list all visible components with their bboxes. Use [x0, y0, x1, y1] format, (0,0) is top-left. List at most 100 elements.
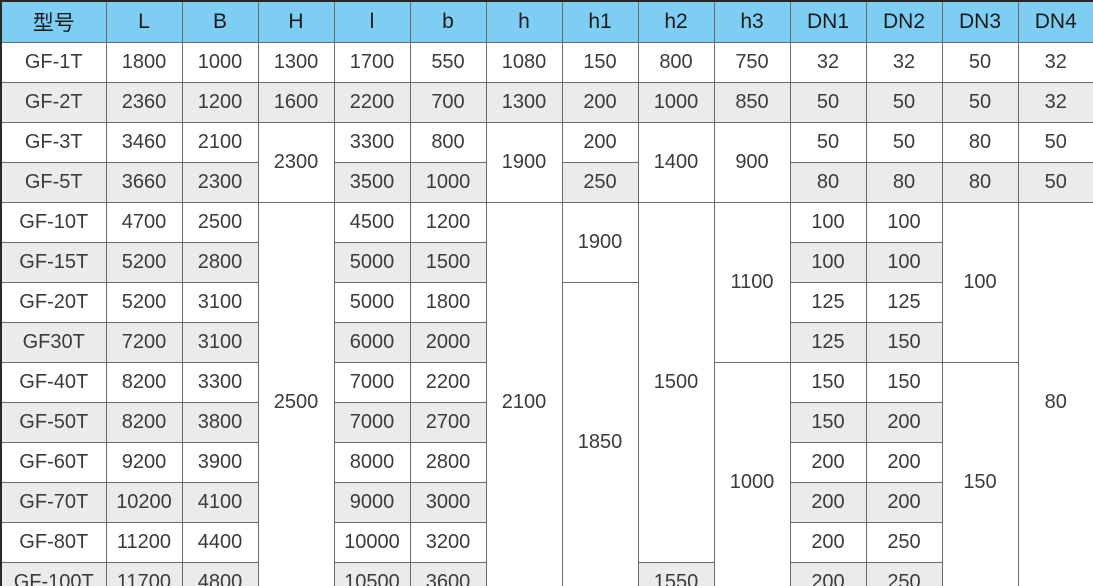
value-cell: 2500 — [181, 202, 259, 243]
value-cell: 8000 — [333, 442, 411, 483]
value-cell: 1550 — [637, 562, 715, 586]
value-cell: 4500 — [333, 202, 411, 243]
value-cell: 5000 — [333, 282, 411, 323]
value-cell: 10500 — [333, 562, 411, 586]
value-cell: 150 — [561, 42, 639, 83]
value-cell: 1080 — [485, 42, 563, 83]
value-cell: 1500 — [409, 242, 487, 283]
value-cell: 50 — [865, 82, 943, 123]
model-cell: GF-100T — [0, 562, 107, 586]
value-cell: 4400 — [181, 522, 259, 563]
model-cell: GF-5T — [0, 162, 107, 203]
value-cell: 2200 — [409, 362, 487, 403]
model-cell: GF-60T — [0, 442, 107, 483]
column-header: H — [257, 0, 335, 43]
value-cell: 4800 — [181, 562, 259, 586]
column-header: h3 — [713, 0, 791, 43]
table-row: GF-3T 3460 2100 2300 3300 800 1900 200 1400 900 50… — [0, 122, 1093, 203]
value-cell: 3600 — [409, 562, 487, 586]
value-cell: 150 — [789, 362, 867, 403]
value-cell: 11700 — [105, 562, 183, 586]
value-cell: 125 — [865, 282, 943, 323]
table-row: GF-10T 4700 2500 2500 4500 1200 2100 1900 1500 11… — [0, 202, 1093, 586]
value-cell: 750 — [713, 42, 791, 83]
value-cell: 200 — [789, 442, 867, 483]
column-header: h — [485, 0, 563, 43]
value-cell: 4700 — [105, 202, 183, 243]
value-cell: 1800 — [409, 282, 487, 323]
column-header: h2 — [637, 0, 715, 43]
value-cell: 1000 — [713, 362, 791, 586]
column-header: B — [181, 0, 259, 43]
table-row: GF-5T 3660 2300 3500 1000 250 80 80 80 50 — [0, 162, 1093, 203]
value-cell: 10000 — [333, 522, 411, 563]
value-cell: 3800 — [181, 402, 259, 443]
value-cell: 1700 — [333, 42, 411, 83]
value-cell: 2100 — [485, 202, 563, 586]
model-cell: GF-10T — [0, 202, 107, 243]
value-cell: 1600 — [257, 82, 335, 123]
value-cell: 80 — [941, 162, 1019, 203]
value-cell: 1400 — [637, 122, 715, 203]
model-cell: GF-50T — [0, 402, 107, 443]
value-cell: 125 — [789, 282, 867, 323]
value-cell: 1850 — [561, 282, 639, 586]
value-cell: 250 — [865, 522, 943, 563]
value-cell: 150 — [941, 362, 1019, 586]
value-cell: 250 — [865, 562, 943, 586]
value-cell: 3300 — [181, 362, 259, 403]
value-cell: 200 — [789, 562, 867, 586]
value-cell: 2800 — [409, 442, 487, 483]
value-cell: 7000 — [333, 402, 411, 443]
column-header: 型号 — [0, 0, 107, 43]
value-cell: 800 — [637, 42, 715, 83]
value-cell: 7000 — [333, 362, 411, 403]
value-cell: 4100 — [181, 482, 259, 523]
value-cell: 50 — [941, 42, 1019, 83]
column-header: b — [409, 0, 487, 43]
value-cell: 2500 — [257, 202, 335, 586]
value-cell: 900 — [713, 122, 791, 203]
table-row: GF-60T 9200 3900 8000 2800 200 200 — [0, 442, 1093, 483]
value-cell: 11200 — [105, 522, 183, 563]
value-cell: 850 — [713, 82, 791, 123]
table-row: GF-70T 10200 4100 9000 3000 200 200 — [0, 482, 1093, 523]
value-cell: 80 — [941, 122, 1019, 163]
value-cell: 2300 — [257, 122, 335, 203]
value-cell: 5200 — [105, 282, 183, 323]
value-cell: 5200 — [105, 242, 183, 283]
column-header: DN3 — [941, 0, 1019, 43]
value-cell: 100 — [941, 202, 1019, 363]
value-cell: 9200 — [105, 442, 183, 483]
column-header: DN4 — [1017, 0, 1093, 43]
value-cell: 50 — [865, 122, 943, 163]
table-row: GF30T 7200 3100 6000 2000 125 150 — [0, 322, 1093, 363]
value-cell: 2800 — [181, 242, 259, 283]
value-cell: 3100 — [181, 322, 259, 363]
value-cell: 100 — [789, 242, 867, 283]
value-cell: 150 — [865, 322, 943, 363]
value-cell: 50 — [941, 82, 1019, 123]
value-cell: 9000 — [333, 482, 411, 523]
column-header: L — [105, 0, 183, 43]
model-cell: GF-1T — [0, 42, 107, 83]
value-cell: 1500 — [637, 202, 715, 563]
value-cell: 200 — [561, 122, 639, 163]
value-cell: 50 — [789, 122, 867, 163]
value-cell: 1900 — [485, 122, 563, 203]
value-cell: 1000 — [181, 42, 259, 83]
value-cell: 1200 — [409, 202, 487, 243]
value-cell: 10200 — [105, 482, 183, 523]
value-cell: 700 — [409, 82, 487, 123]
spec-table-body: GF-1T 1800 1000 1300 1700 550 1080 150 800 750 32 3… — [0, 42, 1093, 586]
value-cell: 6000 — [333, 322, 411, 363]
value-cell: 50 — [789, 82, 867, 123]
value-cell: 1800 — [105, 42, 183, 83]
value-cell: 2200 — [333, 82, 411, 123]
model-cell: GF30T — [0, 322, 107, 363]
value-cell: 2360 — [105, 82, 183, 123]
value-cell: 200 — [561, 82, 639, 123]
value-cell: 3100 — [181, 282, 259, 323]
